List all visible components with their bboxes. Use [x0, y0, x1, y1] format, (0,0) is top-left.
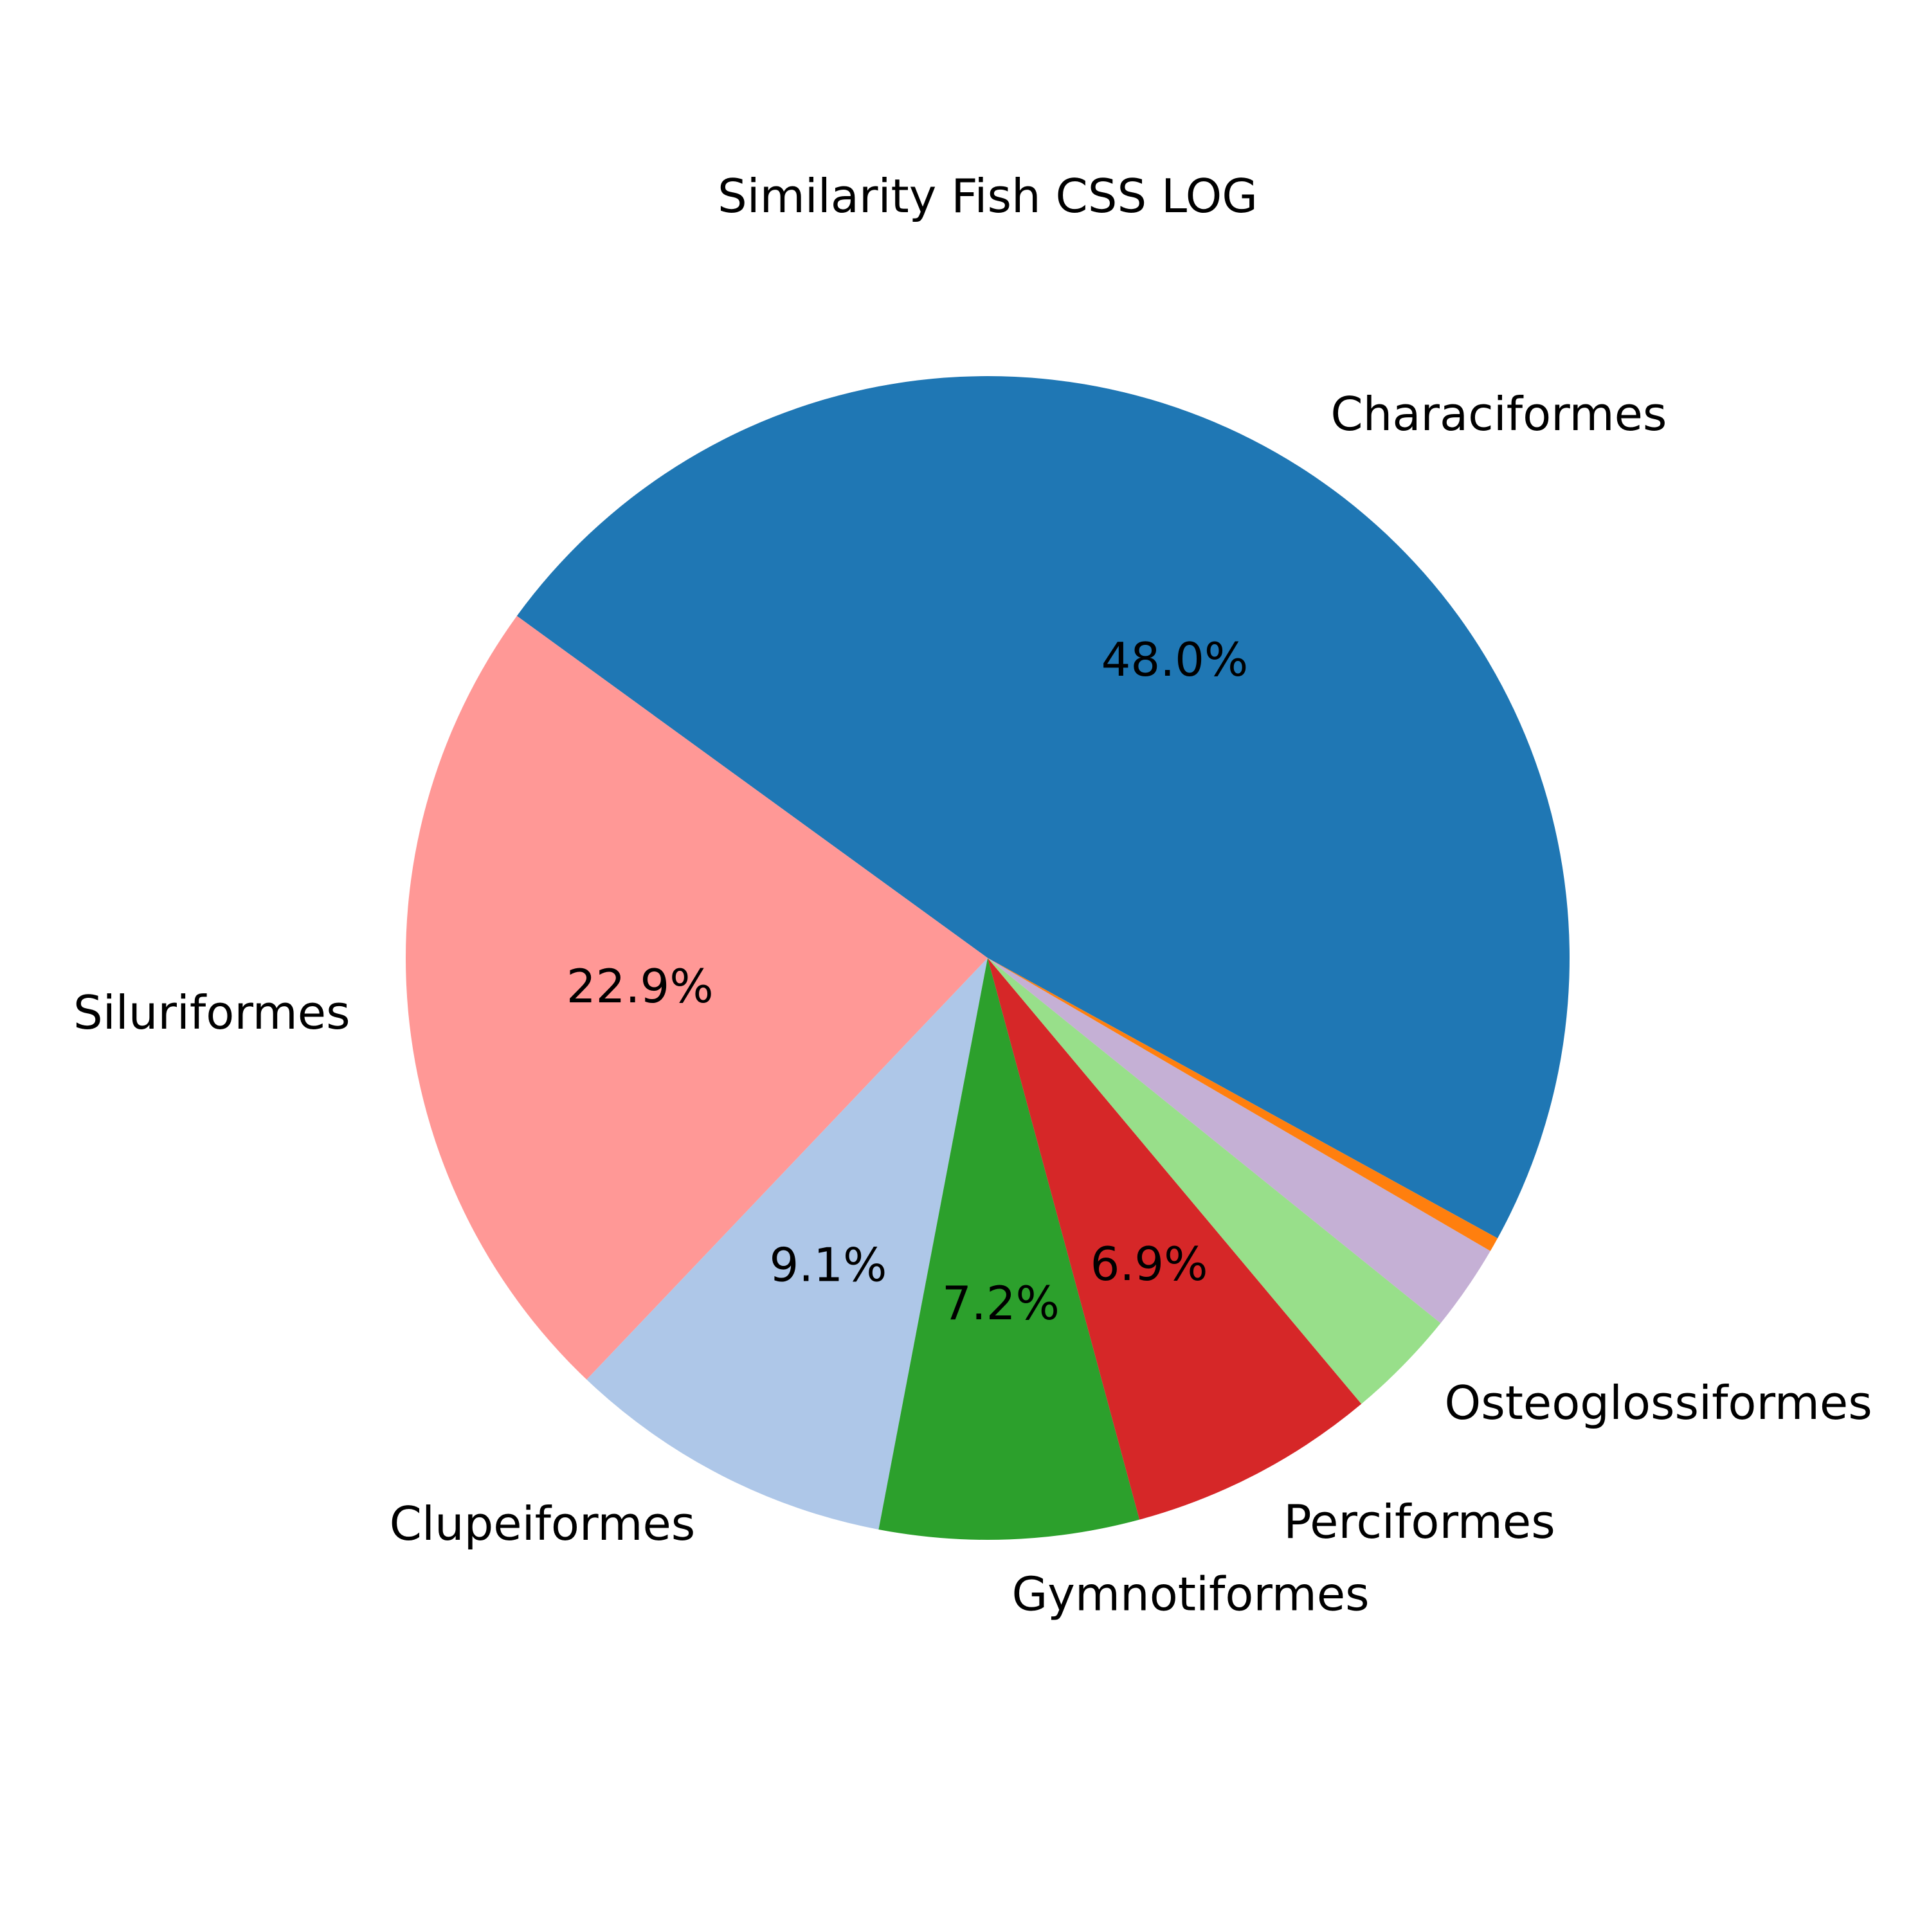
slice-label-osteoglossiformes: Osteoglossiformes: [1445, 1376, 1872, 1430]
slice-unlabeled-6: [988, 958, 1490, 1324]
slice-percent-gymnotiformes: 7.2%: [942, 1276, 1060, 1330]
chart-title: Similarity Fish CSS LOG: [718, 169, 1258, 223]
slice-label-characiformes: Characiformes: [1330, 387, 1667, 441]
slice-characiformes: [516, 375, 1570, 1238]
slice-clupeiformes: [586, 958, 988, 1530]
slice-label-siluriformes: Siluriformes: [73, 986, 350, 1040]
pie-labels: Characiformes 48.0% Siluriformes 22.9% Clupe…: [73, 387, 1872, 1621]
pie-slices: [405, 375, 1570, 1540]
slice-gymnotiformes: [878, 958, 1140, 1540]
slice-label-perciformes: Perciformes: [1283, 1495, 1555, 1549]
slice-percent-siluriformes: 22.9%: [566, 959, 714, 1013]
slice-percent-clupeiformes: 9.1%: [770, 1238, 887, 1292]
slice-label-clupeiformes: Clupeiformes: [390, 1497, 696, 1551]
slice-unlabeled-7: [988, 958, 1498, 1251]
slice-osteoglossiformes: [988, 958, 1441, 1404]
slice-perciformes: [988, 958, 1362, 1520]
slice-siluriformes: [405, 616, 988, 1380]
slice-percent-perciformes: 6.9%: [1091, 1237, 1208, 1291]
slice-label-gymnotiformes: Gymnotiformes: [1012, 1567, 1370, 1621]
slice-percent-characiformes: 48.0%: [1101, 633, 1249, 687]
